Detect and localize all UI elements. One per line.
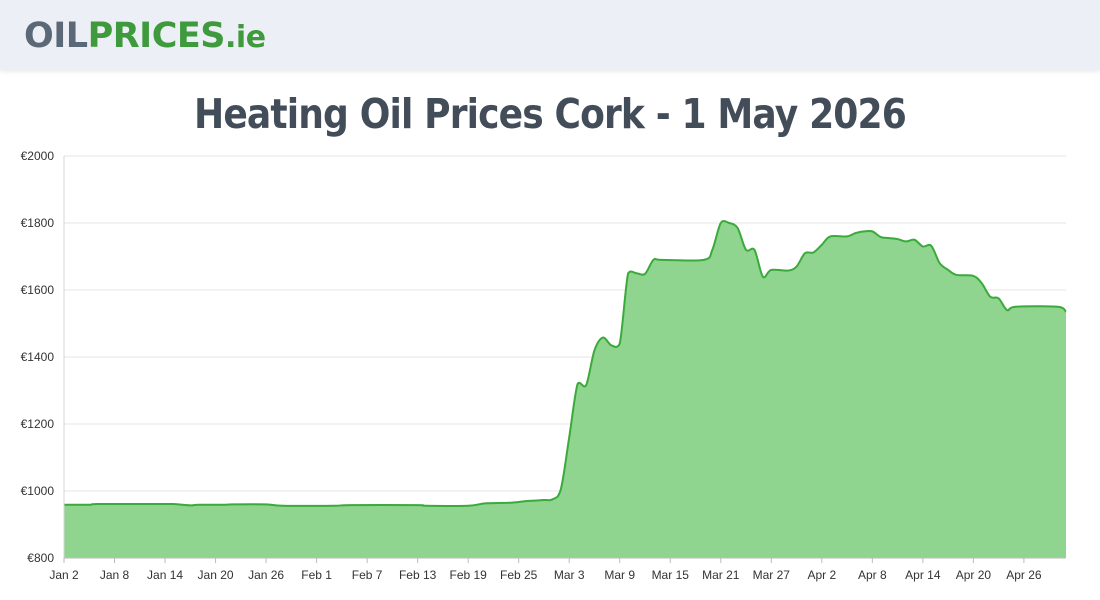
x-tick-label: Feb 1 [301,568,332,582]
y-tick-label: €2000 [21,149,55,163]
x-tick-label: Jan 8 [100,568,130,582]
x-tick-label: Mar 27 [753,568,791,582]
y-tick-label: €1600 [21,283,55,297]
y-tick-label: €800 [27,551,54,565]
price-line [63,220,1067,507]
x-tick-label: Apr 14 [905,568,941,582]
x-tick-label: Apr 2 [807,568,836,582]
x-tick-label: Mar 9 [604,568,635,582]
logo-tld-text: ie [235,20,266,55]
x-tick-label: Jan 26 [248,568,284,582]
logo-dot-text: . [225,20,236,55]
x-tick-label: Feb 19 [449,568,487,582]
series-layer [63,220,1067,558]
axis-lines [63,156,1066,563]
price-area [64,221,1066,558]
logo-prices-text: PRICES [87,16,226,56]
x-tick-label: Jan 20 [198,568,234,582]
y-tick-label: €1000 [21,484,55,498]
x-tick-label: Jan 14 [147,568,183,582]
x-tick-label: Jan 2 [49,568,79,582]
site-logo[interactable]: OIL PRICES. ie [24,14,266,60]
x-tick-label: Mar 3 [554,568,585,582]
x-tick-label: Mar 21 [702,568,740,582]
page-title: Heating Oil Prices Cork - 1 May 2026 [194,90,907,138]
y-tick-label: €1200 [21,417,55,431]
logo-oil-text: OIL [24,16,88,56]
x-tick-label: Apr 26 [1006,568,1042,582]
y-axis-labels: €800 €1000 €1200 €1400 €1600 €1800 €2000 [21,149,55,565]
x-tick-label: Apr 20 [956,568,992,582]
x-tick-label: Mar 15 [652,568,690,582]
y-tick-label: €1800 [21,216,55,230]
x-axis-labels: Jan 2 Jan 8 Jan 14 Jan 20 Jan 26 Feb 1 Feb 7 Fe… [49,568,1042,582]
x-tick-label: Feb 13 [399,568,437,582]
x-tick-label: Feb 7 [352,568,383,582]
x-tick-label: Feb 25 [500,568,538,582]
y-tick-label: €1400 [21,350,55,364]
site-header: OIL PRICES. ie [0,0,1100,70]
x-tick-label: Apr 8 [858,568,887,582]
